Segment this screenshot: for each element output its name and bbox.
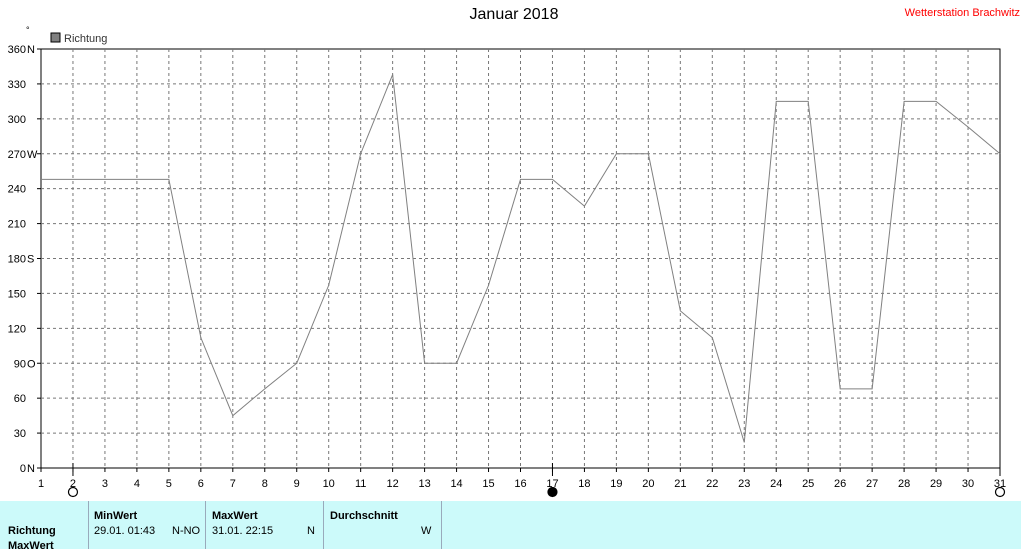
x-tick-label: 22 [706, 478, 718, 490]
y-tick-label: 270 [8, 149, 26, 161]
max-direction: N [307, 525, 315, 537]
x-tick-label: 17 [546, 478, 558, 490]
x-tick-label: 15 [482, 478, 494, 490]
min-direction: N-NO [172, 525, 201, 537]
page-title: Januar 2018 [469, 6, 559, 23]
y-direction-label: N [27, 463, 35, 475]
x-tick-label: 10 [323, 478, 335, 490]
legend-label: Richtung [64, 33, 107, 45]
stats-row-label: Richtung [8, 525, 56, 537]
max-header: MaxWert [212, 510, 258, 522]
legend-swatch [50, 32, 61, 43]
y-tick-label: 330 [8, 79, 26, 91]
new-moon-icon [547, 486, 558, 498]
y-tick-label: 0 [20, 463, 26, 475]
x-tick-label: 14 [450, 478, 462, 490]
x-tick-label: 26 [834, 478, 846, 490]
x-tick-label: 20 [642, 478, 654, 490]
x-tick-label: 18 [578, 478, 590, 490]
x-tick-label: 16 [514, 478, 526, 490]
x-tick-label: 11 [355, 478, 366, 490]
max-cell: MaxWert 31.01. 22:15 N [207, 501, 324, 549]
x-tick-label: 7 [230, 478, 236, 490]
x-tick-label: 2 [70, 478, 76, 490]
y-tick-label: 150 [8, 288, 26, 300]
x-tick-label: 5 [166, 478, 172, 490]
series-line-direction [41, 74, 1001, 443]
x-tick-label: 27 [866, 478, 878, 490]
station-name: Wetterstation Brachwitz [904, 7, 1020, 19]
full-moon-icon [994, 486, 1006, 498]
x-tick-label: 4 [134, 478, 140, 490]
x-tick-label: 24 [770, 478, 782, 490]
x-tick-label: 23 [738, 478, 750, 490]
y-tick-label: 300 [8, 114, 26, 126]
x-tick-label: 3 [102, 478, 108, 490]
y-tick-label: 30 [14, 428, 26, 440]
x-tick-label: 28 [898, 478, 910, 490]
full-moon-icon [67, 486, 79, 498]
x-tick-label: 8 [262, 478, 268, 490]
x-tick-label: 19 [610, 478, 622, 490]
stats-panel: Richtung MaxWert MinWert 29.01. 01:43 N-… [0, 501, 1021, 552]
x-tick-label: 6 [198, 478, 204, 490]
unit-mark: ° [26, 25, 30, 35]
y-tick-label: 210 [8, 219, 26, 231]
stats-label-cell [0, 501, 89, 549]
avg-direction: W [421, 525, 432, 537]
y-direction-label: W [27, 149, 38, 161]
y-tick-label: 120 [8, 323, 26, 335]
x-tick-label: 25 [802, 478, 814, 490]
x-tick-label: 29 [930, 478, 942, 490]
y-tick-label: 60 [14, 393, 26, 405]
max-time: 31.01. 22:15 [212, 525, 274, 537]
avg-header: Durchschnitt [330, 510, 398, 522]
y-tick-label: 240 [8, 184, 26, 196]
y-tick-label: 360 [8, 44, 26, 56]
x-tick-label: 12 [387, 478, 399, 490]
min-cell: MinWert 29.01. 01:43 N-NO [89, 501, 206, 549]
x-tick-label: 1 [38, 478, 44, 490]
x-tick-label: 31 [994, 478, 1006, 490]
avg-cell: Durchschnitt W [325, 501, 442, 549]
y-tick-label: 180 [8, 254, 26, 266]
min-header: MinWert [94, 510, 138, 522]
y-tick-label: 90 [14, 358, 26, 370]
y-direction-label: S [27, 254, 34, 266]
x-tick-label: 13 [418, 478, 430, 490]
y-direction-label: O [27, 358, 36, 370]
x-tick-label: 9 [294, 478, 300, 490]
x-tick-label: 21 [674, 478, 686, 490]
y-direction-label: N [27, 44, 35, 56]
min-time: 29.01. 01:43 [94, 525, 156, 537]
x-tick-label: 30 [962, 478, 974, 490]
